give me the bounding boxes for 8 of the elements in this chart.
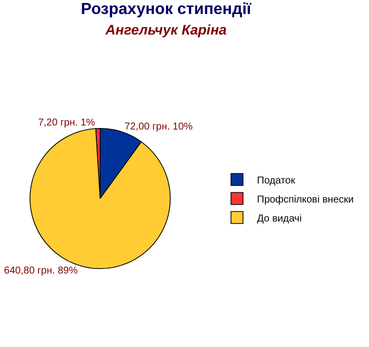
data-label: 640,80 грн. 89% <box>4 265 78 276</box>
chart-title: Розрахунок стипендії <box>80 0 252 18</box>
chart-subtitle: Ангельчук Каріна <box>104 22 227 38</box>
legend-label: До видачі <box>257 213 302 224</box>
legend-label: Профспілкові внески <box>257 194 354 206</box>
data-label: 7,20 грн. 1% <box>38 117 96 128</box>
legend-label: Податок <box>257 175 296 186</box>
data-label: 72,00 грн. 10% <box>124 121 193 132</box>
